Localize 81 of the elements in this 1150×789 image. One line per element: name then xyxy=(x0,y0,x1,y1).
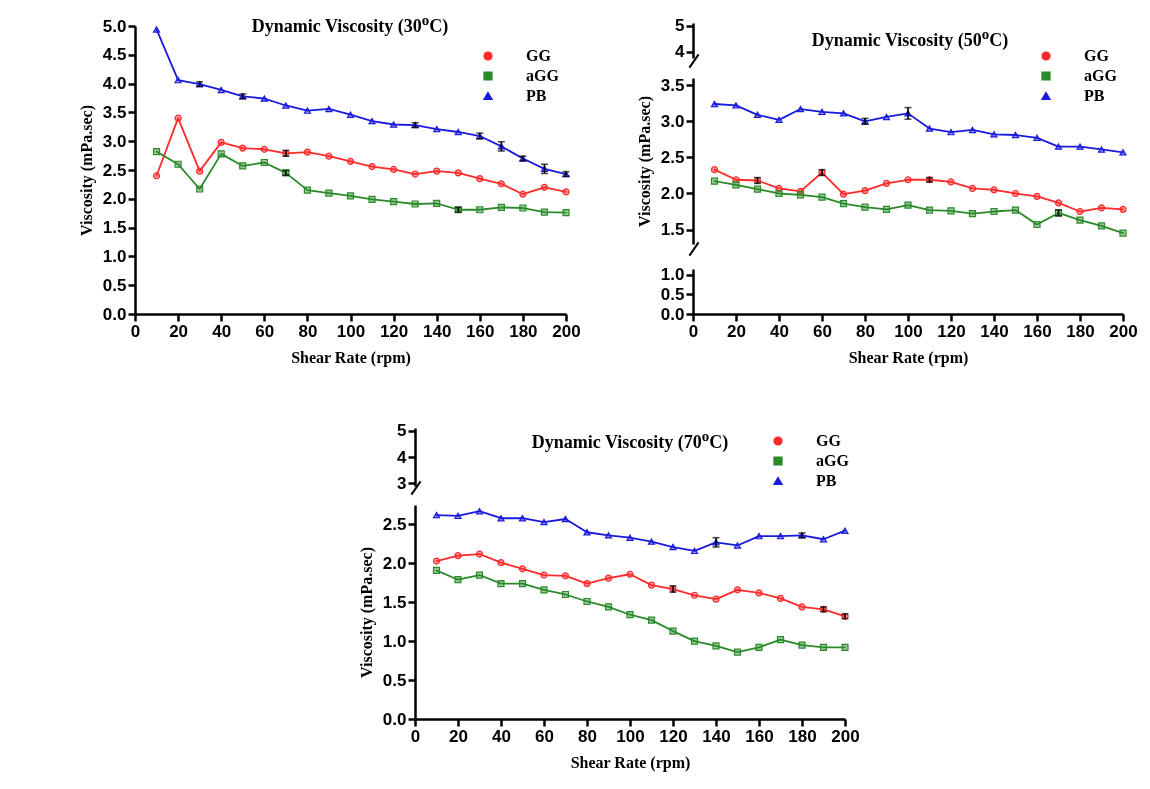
x-axis-title: Shear Rate (rpm) xyxy=(570,753,691,772)
x-tick-label: 40 xyxy=(492,726,511,746)
y-tick-label: 0.0 xyxy=(382,709,407,729)
x-axis-title: Shear Rate (rpm) xyxy=(291,348,411,367)
y-tick-label: 1.0 xyxy=(382,631,407,651)
x-tick-label: 200 xyxy=(1109,321,1138,341)
x-tick-label: 180 xyxy=(788,726,817,746)
y-axis-title: Viscosity (mPa.sec) xyxy=(635,96,654,227)
x-tick-label: 100 xyxy=(616,726,645,746)
x-tick-label: 140 xyxy=(423,321,452,341)
legend-label: aGG xyxy=(1084,67,1118,84)
y-tick-label: 0.5 xyxy=(382,670,407,690)
x-tick-label: 100 xyxy=(894,321,923,341)
y-tick-label: 3.5 xyxy=(660,75,685,95)
y-tick-label: 0.0 xyxy=(102,304,127,324)
y-tick-label: 0.5 xyxy=(102,275,127,295)
y-tick-label: 5 xyxy=(675,16,685,36)
y-tick-label: 3.0 xyxy=(102,131,127,151)
x-tick-label: 60 xyxy=(255,321,275,341)
x-tick-label: 140 xyxy=(980,321,1009,341)
x-tick-label: 120 xyxy=(937,321,966,341)
y-tick-label: 4.0 xyxy=(102,74,127,94)
legend-label: GG xyxy=(1084,47,1110,64)
y-tick-label: 1.0 xyxy=(660,265,685,285)
y-axis-title: Viscosity (mPa.sec) xyxy=(77,105,96,236)
y-tick-label: 1.5 xyxy=(102,218,127,238)
x-tick-label: 60 xyxy=(813,321,832,341)
y-tick-label: 0.5 xyxy=(660,284,685,304)
x-tick-label: 20 xyxy=(727,321,746,341)
x-tick-label: 160 xyxy=(745,726,774,746)
legend-label: PB xyxy=(1084,87,1105,104)
x-tick-label: 0 xyxy=(130,321,141,341)
x-axis-title: Shear Rate (rpm) xyxy=(848,348,969,367)
x-tick-label: 160 xyxy=(1023,321,1052,341)
x-tick-label: 180 xyxy=(1066,321,1095,341)
x-tick-label: 160 xyxy=(466,321,495,341)
x-tick-label: 0 xyxy=(410,726,421,746)
y-axis-title: Viscosity (mPa.sec) xyxy=(357,547,376,678)
y-tick-label: 3 xyxy=(397,473,407,493)
y-tick-label: 2.5 xyxy=(660,147,685,167)
y-tick-label: 5.0 xyxy=(102,16,127,36)
y-tick-label: 4 xyxy=(675,42,686,62)
y-tick-label: 5 xyxy=(397,421,407,441)
x-tick-label: 120 xyxy=(659,726,688,746)
x-tick-label: 80 xyxy=(856,321,875,341)
y-tick-label: 3.5 xyxy=(102,102,127,122)
legend-label: PB xyxy=(816,472,837,489)
legend-label: aGG xyxy=(816,452,850,469)
x-tick-label: 20 xyxy=(449,726,468,746)
x-tick-label: 40 xyxy=(770,321,789,341)
y-tick-label: 1.5 xyxy=(382,592,407,612)
y-tick-label: 1.5 xyxy=(660,220,685,240)
legend-label: GG xyxy=(526,47,552,64)
chart-title: Dynamic Viscosity (30$^{o}$C) xyxy=(251,12,449,37)
y-tick-label: 2.0 xyxy=(382,553,407,573)
x-tick-label: 140 xyxy=(702,726,731,746)
legend-label: aGG xyxy=(526,67,560,84)
x-tick-label: 80 xyxy=(578,726,597,746)
x-tick-label: 100 xyxy=(336,321,366,341)
y-tick-label: 2.5 xyxy=(102,160,127,180)
y-tick-label: 2.0 xyxy=(660,183,685,203)
x-tick-label: 0 xyxy=(688,321,699,341)
legend-label: GG xyxy=(816,432,842,449)
y-tick-label: 2.5 xyxy=(382,514,407,534)
x-tick-label: 80 xyxy=(298,321,318,341)
x-tick-label: 200 xyxy=(831,726,860,746)
text: Dynamic Viscosity (70$^{o}$C) xyxy=(531,428,729,453)
y-tick-label: 2.0 xyxy=(102,189,127,209)
y-tick-label: 3.0 xyxy=(660,111,685,131)
y-tick-label: 0.0 xyxy=(660,304,685,324)
x-tick-label: 120 xyxy=(379,321,409,341)
y-tick-label: 4 xyxy=(397,447,408,467)
x-tick-label: 40 xyxy=(212,321,232,341)
x-tick-label: 180 xyxy=(509,321,538,341)
x-tick-label: 60 xyxy=(535,726,554,746)
x-tick-label: 200 xyxy=(552,321,581,341)
y-tick-label: 4.5 xyxy=(102,45,127,65)
x-tick-label: 20 xyxy=(169,321,189,341)
text: Dynamic Viscosity (50$^{o}$C) xyxy=(811,26,1009,51)
legend-label: PB xyxy=(526,87,547,104)
y-tick-label: 1.0 xyxy=(102,246,127,266)
